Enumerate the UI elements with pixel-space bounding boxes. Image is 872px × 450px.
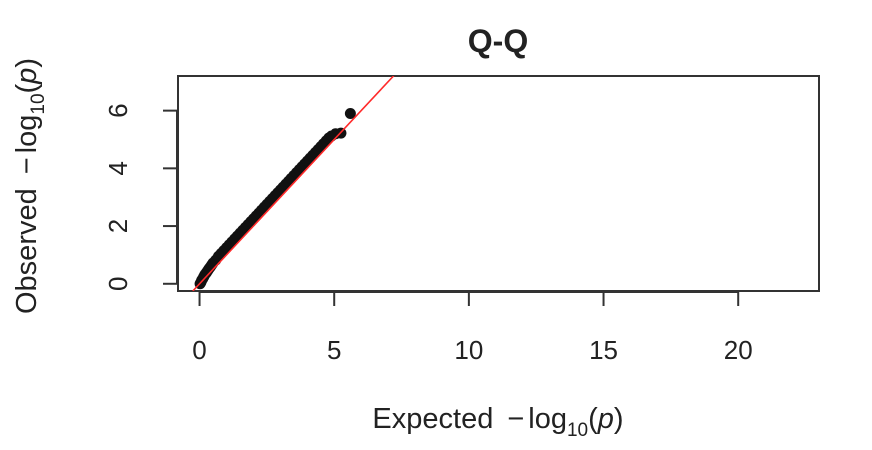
y-tick-label: 4 [103,161,133,175]
reference-line [192,76,395,291]
plot-border [177,75,820,292]
x-axis: 0 5 10 15 20 [192,291,753,365]
data-point [344,108,356,120]
y-axis-label: Observed−log10(p) [11,58,49,314]
x-tick-label: 5 [327,335,341,365]
x-tick-label: 10 [454,335,483,365]
y-tick-label: 6 [103,103,133,117]
y-axis: 0 2 4 6 [103,103,178,291]
chart-title: Q-Q [468,23,528,59]
x-tick-label: 20 [724,335,753,365]
x-axis-label: Expected − log10(p) [372,403,623,441]
y-tick-label: 2 [103,219,133,233]
plot-area [177,75,820,292]
y-axis-label-group: Observed−log10(p) [11,58,49,314]
x-tick-label: 15 [589,335,618,365]
y-tick-label: 0 [103,277,133,291]
x-tick-label: 0 [192,335,206,365]
